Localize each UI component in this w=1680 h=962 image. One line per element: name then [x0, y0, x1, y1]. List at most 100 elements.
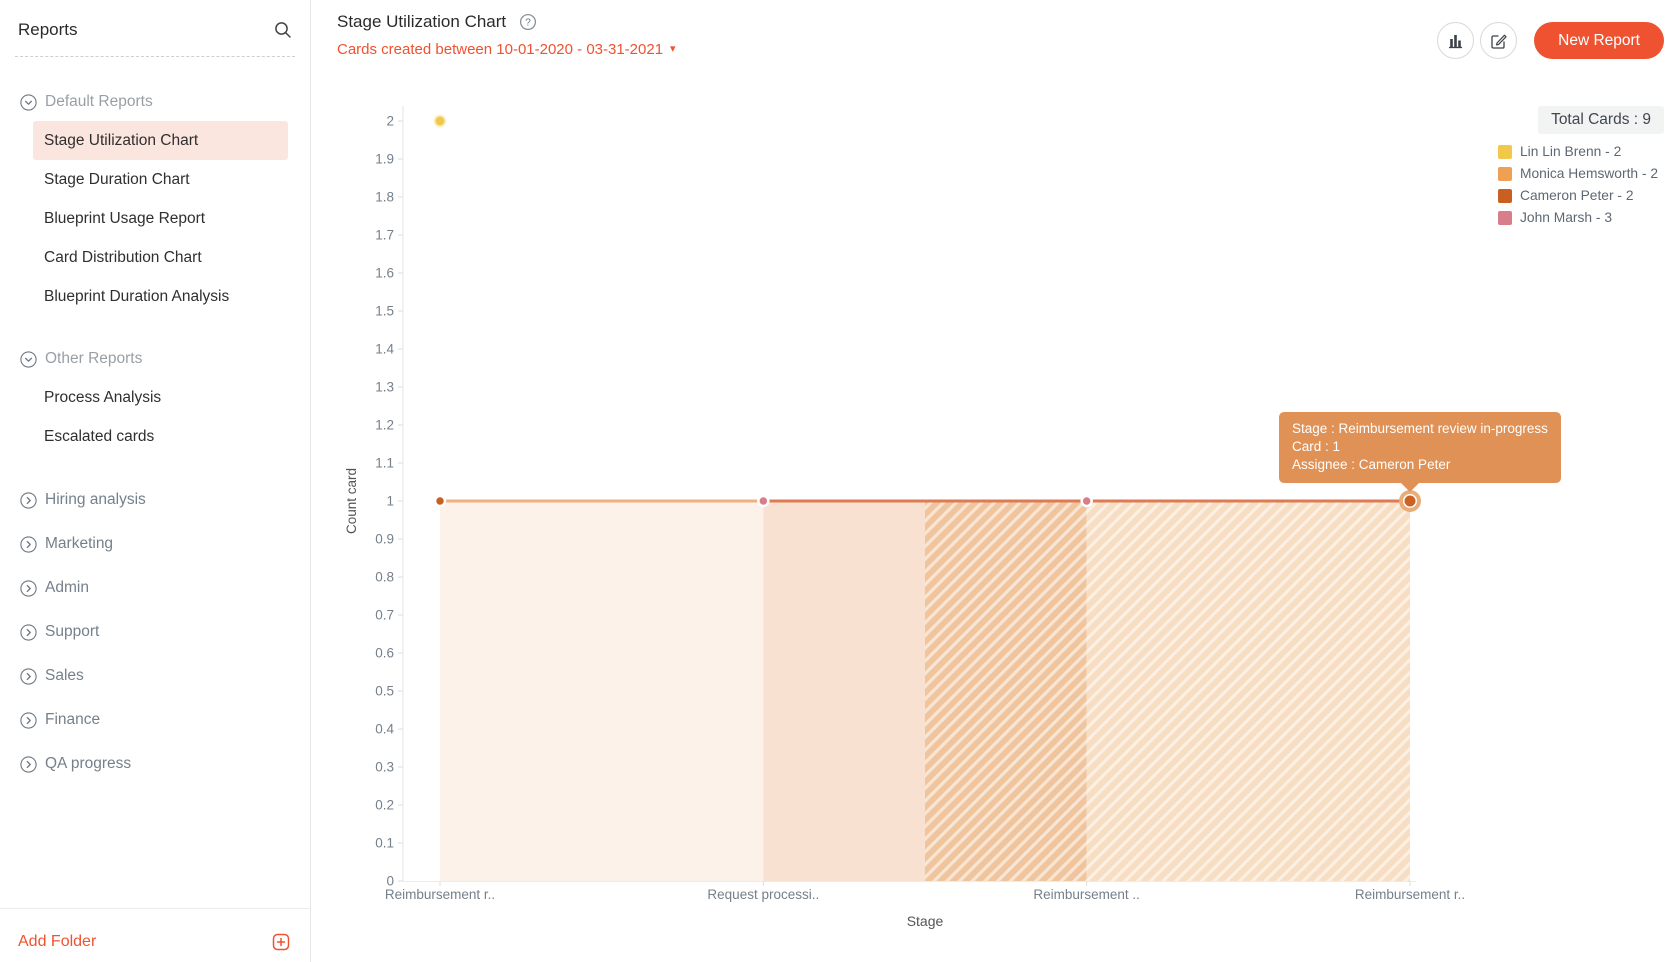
area-segment	[763, 501, 925, 881]
y-tick-label: 0.4	[375, 722, 394, 737]
y-tick-label: 0.3	[375, 760, 394, 775]
report-item-label: Blueprint Duration Analysis	[44, 287, 230, 305]
new-report-button[interactable]: New Report	[1534, 22, 1664, 59]
sidebar-folder-qa-progress[interactable]: QA progress	[0, 742, 310, 786]
date-range-filter[interactable]: Cards created between 10-01-2020 - 03-31…	[337, 41, 676, 58]
sidebar-item-stage-duration-chart[interactable]: Stage Duration Chart	[33, 160, 288, 199]
y-tick-label: 0.1	[375, 836, 394, 851]
sidebar-folder-admin[interactable]: Admin	[0, 566, 310, 610]
y-tick-label: 1.6	[375, 266, 394, 281]
y-tick-label: 0.2	[375, 798, 394, 813]
x-tick-label: Request processi..	[707, 887, 819, 902]
legend-item[interactable]: Cameron Peter - 2	[1498, 188, 1658, 203]
chevron-right-circle-icon	[20, 711, 37, 729]
folder-label: Admin	[45, 579, 89, 596]
y-tick-label: 1.4	[375, 342, 394, 357]
add-folder-plus-icon[interactable]	[272, 933, 290, 951]
total-cards-badge: Total Cards : 9	[1538, 106, 1664, 134]
svg-text:?: ?	[525, 18, 531, 29]
y-tick-label: 1	[386, 494, 394, 509]
chevron-right-circle-icon	[20, 535, 37, 553]
chart-legend: Lin Lin Brenn - 2 Monica Hemsworth - 2 C…	[1498, 144, 1658, 225]
header-actions: New Report	[1437, 22, 1664, 59]
sidebar-item-stage-utilization-chart[interactable]: Stage Utilization Chart	[33, 121, 288, 160]
area-segment	[925, 501, 1087, 881]
chevron-right-circle-icon	[20, 667, 37, 685]
chevron-right-circle-icon	[20, 623, 37, 641]
legend-label: Monica Hemsworth - 2	[1520, 166, 1659, 181]
y-tick-label: 1.9	[375, 152, 394, 167]
y-tick-label: 1.2	[375, 418, 394, 433]
legend-swatch	[1498, 210, 1512, 225]
edit-report-button[interactable]	[1480, 22, 1518, 59]
legend-item[interactable]: Monica Hemsworth - 2	[1498, 166, 1658, 181]
legend-swatch	[1498, 166, 1512, 181]
section-label: Default Reports	[45, 93, 153, 110]
folder-label: Finance	[45, 711, 101, 728]
report-item-label: Blueprint Usage Report	[44, 209, 206, 227]
scatter-point[interactable]	[433, 114, 447, 128]
tooltip-line: Stage : Reimbursement review in-progress	[1292, 421, 1548, 436]
sidebar-divider	[15, 56, 295, 57]
sidebar-header: Reports	[0, 0, 310, 56]
legend-item[interactable]: John Marsh - 3	[1498, 210, 1658, 225]
data-point[interactable]	[757, 494, 770, 508]
search-icon[interactable]	[274, 21, 292, 39]
y-axis-title: Count card	[344, 468, 359, 534]
x-tick-label: Reimbursement ..	[1033, 887, 1140, 902]
y-tick-label: 0.9	[375, 532, 394, 547]
y-tick-label: 2	[386, 114, 394, 129]
report-item-label: Stage Utilization Chart	[44, 131, 199, 149]
y-tick-label: 1.3	[375, 380, 394, 395]
sidebar-item-card-distribution-chart[interactable]: Card Distribution Chart	[33, 238, 288, 277]
chart-type-button[interactable]	[1437, 22, 1475, 59]
stage-utilization-chart: 0 0.1 0.2 0.3 0.4 0.5 0.6 0.7 0.8 0.9 1 1.1 1.2 1.3 1.…	[344, 106, 1465, 929]
legend-label: Cameron Peter - 2	[1520, 188, 1634, 203]
data-point[interactable]	[1080, 494, 1093, 508]
y-tick-label: 0.5	[375, 684, 394, 699]
folder-label: Marketing	[45, 535, 114, 552]
sidebar-item-process-analysis[interactable]: Process Analysis	[33, 378, 288, 417]
tooltip-line: Assignee : Cameron Peter	[1292, 457, 1451, 473]
section-header-0[interactable]: Default Reports	[0, 83, 310, 121]
caret-down-icon: ▾	[670, 43, 676, 55]
sidebar-folder-support[interactable]: Support	[0, 610, 310, 654]
add-folder-button[interactable]: Add Folder	[18, 932, 97, 950]
x-tick-label: Reimbursement r..	[1355, 887, 1465, 902]
report-folders: Hiring analysis Marketing Admin Support …	[0, 478, 310, 786]
sidebar-folder-sales[interactable]: Sales	[0, 654, 310, 698]
sidebar-folder-hiring-analysis[interactable]: Hiring analysis	[0, 478, 310, 522]
x-tick-label: Reimbursement r..	[385, 887, 495, 902]
report-item-label: Card Distribution Chart	[44, 248, 202, 266]
sidebar-folder-marketing[interactable]: Marketing	[0, 522, 310, 566]
y-tick-label: 1.1	[375, 456, 394, 471]
y-tick-label: 0.7	[375, 608, 394, 623]
sidebar-section: Other Reports Process Analysis Escalated…	[0, 340, 310, 456]
sidebar-item-escalated-cards[interactable]: Escalated cards	[33, 417, 288, 456]
folder-label: Sales	[45, 667, 84, 684]
data-point-highlighted[interactable]	[1404, 495, 1416, 507]
legend-label: John Marsh - 3	[1520, 210, 1613, 225]
reports-sidebar: Reports Default Reports Stage Utilizatio…	[0, 0, 311, 962]
report-item-label: Stage Duration Chart	[44, 170, 190, 188]
legend-item[interactable]: Lin Lin Brenn - 2	[1498, 144, 1658, 159]
legend-label: Lin Lin Brenn - 2	[1520, 144, 1622, 159]
sidebar-item-blueprint-duration-analysis[interactable]: Blueprint Duration Analysis	[33, 277, 288, 316]
area-segment	[1086, 501, 1410, 881]
folder-label: QA progress	[45, 755, 132, 772]
section-header-1[interactable]: Other Reports	[0, 340, 310, 378]
folder-label: Hiring analysis	[45, 491, 146, 508]
sidebar-folder-finance[interactable]: Finance	[0, 698, 310, 742]
y-tick-label: 0.8	[375, 570, 394, 585]
page-header: Stage Utilization Chart ? Cards created …	[337, 12, 676, 58]
help-icon[interactable]: ?	[519, 13, 537, 31]
page-title: Stage Utilization Chart	[337, 12, 507, 31]
legend-swatch	[1498, 144, 1512, 159]
chevron-right-circle-icon	[20, 579, 37, 597]
tooltip-line: Card : 1	[1292, 439, 1341, 455]
data-point[interactable]	[433, 494, 447, 508]
sidebar-item-blueprint-usage-report[interactable]: Blueprint Usage Report	[33, 199, 288, 238]
chevron-down-circle-icon	[20, 93, 37, 111]
sidebar-footer: Add Folder	[0, 908, 310, 962]
